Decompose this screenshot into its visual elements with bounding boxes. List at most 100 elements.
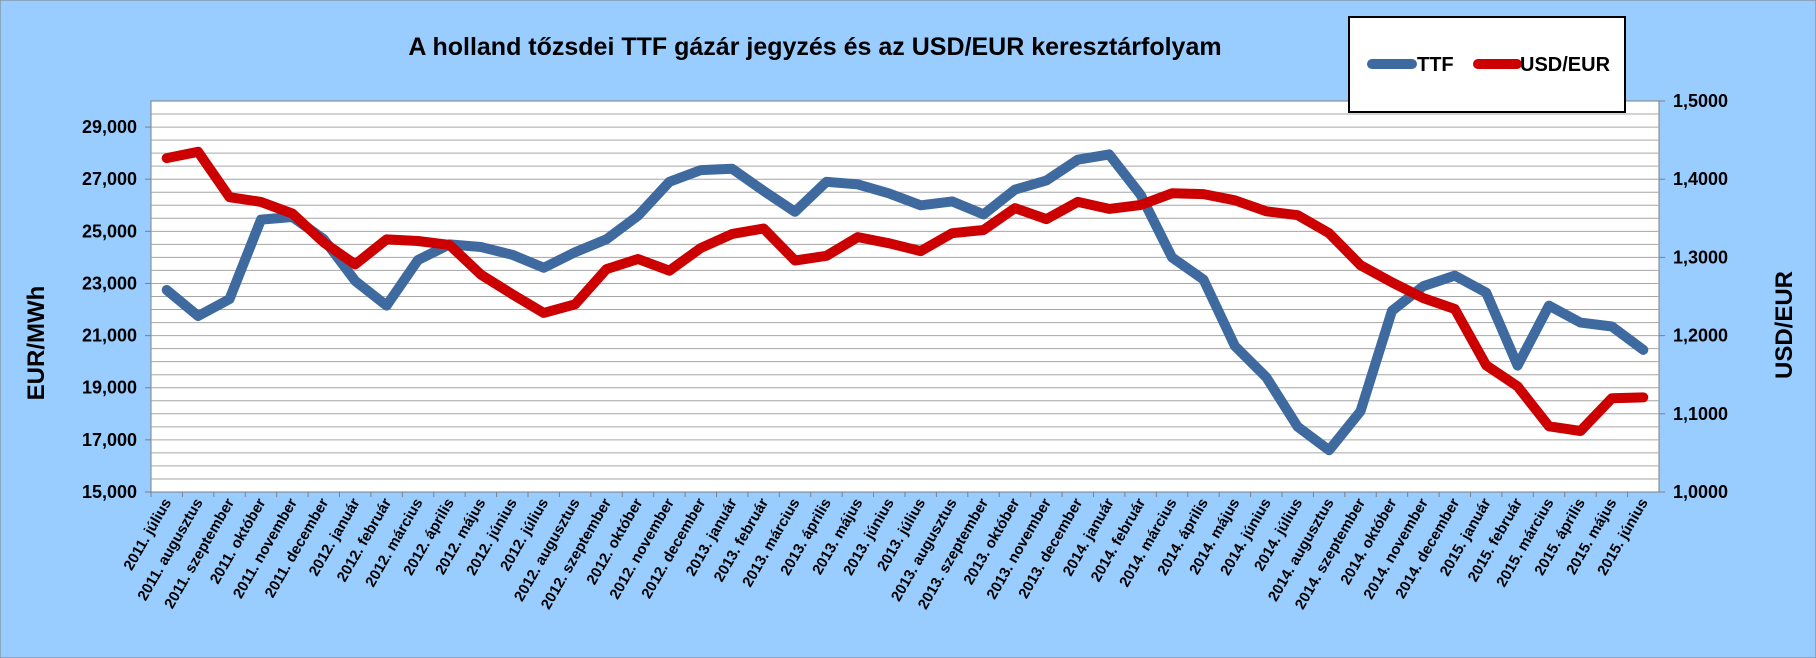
data-point: [982, 213, 985, 216]
chart-title: A holland tőzsdei TTF gázár jegyzés és a…: [408, 33, 1221, 61]
data-point: [888, 242, 891, 245]
data-point: [856, 236, 859, 239]
data-point: [1233, 345, 1236, 348]
right-tick-label: 1,3000: [1673, 247, 1728, 267]
data-point: [1610, 397, 1613, 400]
data-point: [197, 150, 200, 153]
series-line-usd-eur: [161, 146, 1649, 436]
data-point: [228, 298, 231, 301]
data-point: [982, 229, 985, 232]
data-point: [165, 288, 168, 291]
data-point: [417, 259, 420, 262]
data-point: [385, 304, 388, 307]
data-point: [417, 239, 420, 242]
data-point: [1045, 218, 1048, 221]
data-point: [1076, 158, 1079, 161]
data-point: [1485, 364, 1488, 367]
left-tick-label: 29,000: [82, 117, 137, 137]
data-point: [542, 311, 545, 314]
data-point: [1328, 449, 1331, 452]
data-point: [1233, 199, 1236, 202]
data-point: [762, 227, 765, 230]
data-point: [1076, 200, 1079, 203]
data-point: [668, 269, 671, 272]
data-point: [574, 251, 577, 254]
grid-lines: [151, 113, 1659, 480]
data-point: [605, 238, 608, 241]
data-point: [1013, 188, 1016, 191]
data-point: [856, 183, 859, 186]
data-point: [636, 214, 639, 217]
data-point: [1642, 348, 1645, 351]
data-point: [794, 210, 797, 213]
data-point: [1579, 430, 1582, 433]
data-point: [385, 238, 388, 241]
legend: TTF USD/EUR: [1348, 16, 1626, 113]
data-point: [1453, 308, 1456, 311]
data-point: [1171, 256, 1174, 259]
data-point: [1485, 291, 1488, 294]
data-point: [1579, 321, 1582, 324]
right-tick-label: 1,5000: [1673, 91, 1728, 111]
data-point: [1610, 325, 1613, 328]
left-tick-label: 27,000: [82, 169, 137, 189]
data-point: [1296, 425, 1299, 428]
data-point: [1453, 274, 1456, 277]
data-point: [574, 303, 577, 306]
data-point: [1548, 304, 1551, 307]
data-point: [511, 293, 514, 296]
data-point: [1642, 396, 1645, 399]
data-point: [511, 253, 514, 256]
left-tick-label: 21,000: [82, 326, 137, 346]
legend-label-usdeur: USD/EUR: [1520, 54, 1611, 76]
left-tick-label: 17,000: [82, 430, 137, 450]
data-point: [699, 169, 702, 172]
data-point: [1359, 264, 1362, 267]
data-point: [165, 157, 168, 160]
series-line-ttf: [161, 149, 1649, 456]
series-lines: [161, 146, 1649, 456]
left-axis-ticks: 15,000 17,000 19,000 21,000 23,000 25,000 27,0…: [82, 117, 151, 502]
data-point: [1202, 278, 1205, 281]
data-point: [1013, 207, 1016, 210]
left-tick-label: 23,000: [82, 273, 137, 293]
data-point: [1296, 214, 1299, 217]
data-point: [919, 204, 922, 207]
right-axis-ticks: 1,0000 1,1000 1,2000 1,3000 1,4000 1,5000: [1659, 91, 1728, 502]
data-point: [259, 200, 262, 203]
data-point: [1516, 364, 1519, 367]
data-point: [1328, 232, 1331, 235]
data-point: [1548, 425, 1551, 428]
data-point: [1359, 410, 1362, 413]
data-point: [794, 259, 797, 262]
data-point: [1139, 204, 1142, 207]
data-point: [354, 263, 357, 266]
data-point: [1265, 376, 1268, 379]
data-point: [448, 243, 451, 246]
data-point: [228, 196, 231, 199]
data-point: [1516, 385, 1519, 388]
data-point: [479, 245, 482, 248]
data-point: [259, 218, 262, 221]
data-point: [1422, 285, 1425, 288]
data-point: [1265, 210, 1268, 213]
data-point: [636, 257, 639, 260]
left-tick-label: 15,000: [82, 482, 137, 502]
left-tick-label: 19,000: [82, 378, 137, 398]
data-point: [731, 232, 734, 235]
data-point: [919, 250, 922, 253]
left-axis-title: EUR/MWh: [23, 286, 50, 401]
data-point: [479, 273, 482, 276]
right-tick-label: 1,2000: [1673, 326, 1728, 346]
data-point: [1108, 207, 1111, 210]
data-point: [1108, 153, 1111, 156]
data-point: [354, 279, 357, 282]
data-point: [825, 254, 828, 257]
data-point: [1202, 193, 1205, 196]
data-point: [888, 192, 891, 195]
data-point: [322, 241, 325, 244]
data-point: [291, 212, 294, 215]
data-point: [1422, 297, 1425, 300]
